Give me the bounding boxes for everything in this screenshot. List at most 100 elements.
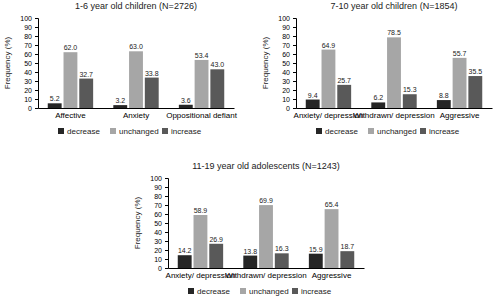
legend: decreaseunchangedincrease (188, 287, 332, 296)
bar (48, 103, 62, 108)
legend-label: unchanged (249, 287, 289, 296)
tick: 10 (24, 96, 38, 103)
tick-label: Aggressive (312, 271, 352, 280)
axis-line (297, 108, 493, 109)
legend-label: increase (301, 287, 332, 296)
data-label: 33.8 (145, 70, 159, 77)
tick: 100 (150, 175, 168, 182)
data-label: 26.9 (209, 236, 223, 243)
bar (243, 256, 257, 268)
data-label: 58.9 (194, 207, 208, 214)
title: 1-6 year old children (N=2726) (75, 1, 197, 11)
x-axis: Anxiety/ depressionWithdrawn/ depression… (166, 268, 365, 280)
tick-mark (35, 18, 38, 19)
y-axis: 0102030405060708090100 (20, 15, 38, 112)
data-label: 18.7 (340, 243, 354, 250)
bar (337, 85, 351, 108)
tick: 90 (24, 24, 38, 31)
data-labels: 9.46.28.864.978.555.725.715.335.5 (308, 29, 482, 101)
tick-label: 10 (154, 256, 162, 263)
legend-label: decrease (325, 127, 358, 136)
tick-label: 40 (154, 229, 162, 236)
data-label: 62.0 (64, 44, 78, 51)
tick-label: 60 (154, 211, 162, 218)
tick-mark (35, 45, 38, 46)
tick-mark (35, 99, 38, 100)
y-axis-title: Frequency (%) (3, 36, 12, 89)
tick: 90 (282, 24, 296, 31)
tick-mark (293, 36, 296, 37)
bar (194, 215, 208, 268)
tick-label: 70 (282, 42, 290, 49)
tick-mark (165, 268, 168, 269)
axis-line (35, 19, 39, 109)
tick-label: 50 (154, 220, 162, 227)
tick-label: 100 (278, 15, 290, 22)
tick-label: 70 (24, 42, 32, 49)
data-label: 15.3 (403, 86, 417, 93)
tick: 10 (282, 96, 296, 103)
tick: 30 (282, 78, 296, 85)
bar (468, 76, 482, 108)
tick: 10 (154, 256, 168, 263)
tick: 50 (24, 60, 38, 67)
axis-line (293, 19, 297, 109)
tick-mark (35, 108, 38, 109)
tick: 20 (282, 87, 296, 94)
bar (178, 255, 192, 268)
tick-mark (165, 178, 168, 179)
tick-mark (165, 196, 168, 197)
legend-swatch (110, 128, 116, 134)
axis-line (39, 108, 235, 109)
tick: 70 (282, 42, 296, 49)
tick-label: 0 (28, 105, 32, 112)
bar (371, 102, 385, 108)
data-label: 8.8 (439, 92, 449, 99)
tick-label: 80 (154, 193, 162, 200)
bars (306, 37, 482, 108)
legend-label: increase (429, 127, 460, 136)
tick-mark (293, 18, 296, 19)
tick: 100 (20, 15, 38, 22)
tick-mark (35, 90, 38, 91)
tick-label: 10 (24, 96, 32, 103)
tick-label: 50 (24, 60, 32, 67)
data-label: 14.2 (178, 247, 192, 254)
bar (322, 50, 336, 108)
tick-mark (165, 241, 168, 242)
tick: Aggressive (312, 268, 352, 280)
bar (209, 244, 223, 268)
tick-mark (165, 205, 168, 206)
tick-label: 60 (24, 51, 32, 58)
tick: 40 (154, 229, 168, 236)
tick: 70 (154, 202, 168, 209)
legend-swatch (240, 288, 246, 294)
tick-mark (293, 27, 296, 28)
legend-label: unchanged (119, 127, 159, 136)
y-axis: 0102030405060708090100 (150, 175, 168, 272)
tick: 20 (24, 87, 38, 94)
panel: 7-10 year old children (N=1854)Frequency… (261, 1, 493, 136)
tick-label: 0 (158, 265, 162, 272)
bar (113, 105, 127, 108)
tick-mark (165, 223, 168, 224)
tick: 70 (24, 42, 38, 49)
bar (309, 254, 323, 268)
bar (64, 52, 78, 108)
x-axis: Anxiety/ depressionWithdrawn/ depression… (294, 108, 493, 120)
tick-mark (35, 81, 38, 82)
tick-mark (165, 250, 168, 251)
bar (129, 51, 143, 108)
tick: 80 (282, 33, 296, 40)
legend-swatch (162, 128, 168, 134)
tick-label: 20 (154, 247, 162, 254)
tick-label: 40 (282, 69, 290, 76)
legend-swatch (420, 128, 426, 134)
bar (403, 94, 417, 108)
tick: 40 (282, 69, 296, 76)
tick: 60 (282, 51, 296, 58)
tick-label: Aggressive (440, 111, 480, 120)
bar (179, 105, 193, 108)
panel: 11-19 year old adolescents (N=1243)Frequ… (133, 161, 365, 296)
tick-label: Withdrawn/ depression (353, 111, 434, 120)
